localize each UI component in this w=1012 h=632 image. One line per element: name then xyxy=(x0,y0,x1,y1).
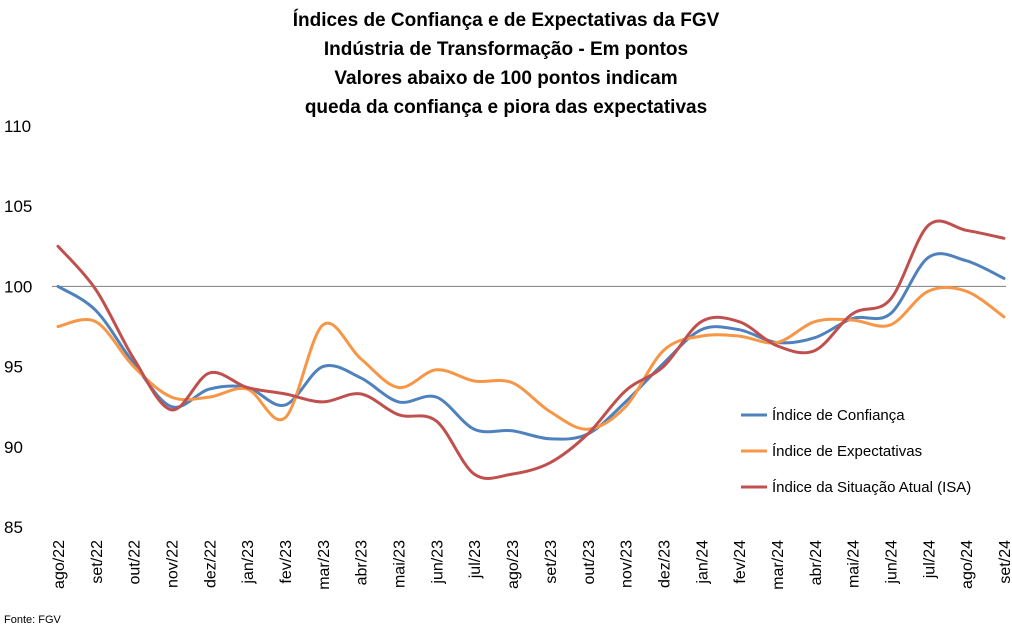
x-tick-label: jun/24 xyxy=(884,540,901,585)
x-tick-label: fev/23 xyxy=(278,540,295,584)
x-tick-label: jun/23 xyxy=(429,540,446,585)
series-line-3 xyxy=(56,219,1006,480)
legend-label-3: Índice da Situação Atual (ISA) xyxy=(772,479,971,496)
chart-title-line-1: Índices de Confiança e de Expectativas d… xyxy=(292,10,720,31)
x-tick-label: mar/23 xyxy=(316,540,333,590)
x-tick-label: ago/23 xyxy=(505,540,522,589)
x-tick-label: set/23 xyxy=(543,540,560,584)
x-axis: ago/22 set/22 out/22 nov/22 dez/22 jan/23 fev/… xyxy=(51,540,1012,590)
x-tick-label: mai/24 xyxy=(846,540,863,588)
x-tick-label: mai/23 xyxy=(392,540,409,588)
y-tick-label: 85 xyxy=(4,518,23,537)
y-tick-label: 105 xyxy=(4,197,32,216)
y-tick-label: 90 xyxy=(4,438,23,457)
x-tick-label: abr/24 xyxy=(808,540,825,585)
legend-label-1: Índice de Confiança xyxy=(772,407,905,424)
x-tick-label: out/22 xyxy=(127,540,144,585)
legend: Índice de Confiança Índice de Expectativa… xyxy=(741,407,971,496)
x-tick-label: ago/24 xyxy=(959,540,976,589)
series-line-1 xyxy=(56,252,1006,441)
series-lines xyxy=(56,219,1006,480)
x-tick-label: nov/23 xyxy=(619,540,636,588)
x-tick-label: set/22 xyxy=(89,540,106,584)
source-note: Fonte: FGV xyxy=(4,614,61,626)
chart-title-line-2: Indústria de Transformação - Em pontos xyxy=(323,39,689,60)
x-tick-label: fev/24 xyxy=(732,540,749,584)
x-tick-label: jul/23 xyxy=(467,540,484,579)
x-tick-label: jul/24 xyxy=(921,540,938,579)
y-tick-label: 95 xyxy=(4,358,23,377)
y-tick-label: 110 xyxy=(4,117,31,136)
chart-title-line-4: queda da confiança e piora das expectati… xyxy=(304,97,708,118)
x-tick-label: jan/23 xyxy=(240,540,257,585)
x-tick-label: dez/22 xyxy=(202,540,219,588)
chart-title-line-3: Valores abaixo de 100 pontos indicam xyxy=(334,68,678,89)
x-tick-label: nov/22 xyxy=(165,540,182,588)
x-tick-label: set/24 xyxy=(997,540,1012,584)
x-tick-label: dez/23 xyxy=(656,540,673,588)
chart-title: Índices de Confiança e de Expectativas d… xyxy=(0,6,1012,122)
y-axis: 85 90 95 100 105 110 xyxy=(4,117,32,537)
x-tick-label: abr/23 xyxy=(354,540,371,585)
legend-label-2: Índice de Expectativas xyxy=(772,443,922,460)
x-tick-label: jan/24 xyxy=(694,540,711,585)
x-tick-label: ago/22 xyxy=(51,540,68,589)
x-tick-label: mar/24 xyxy=(770,540,787,590)
x-tick-label: out/23 xyxy=(581,540,598,585)
y-tick-label: 100 xyxy=(4,277,32,296)
